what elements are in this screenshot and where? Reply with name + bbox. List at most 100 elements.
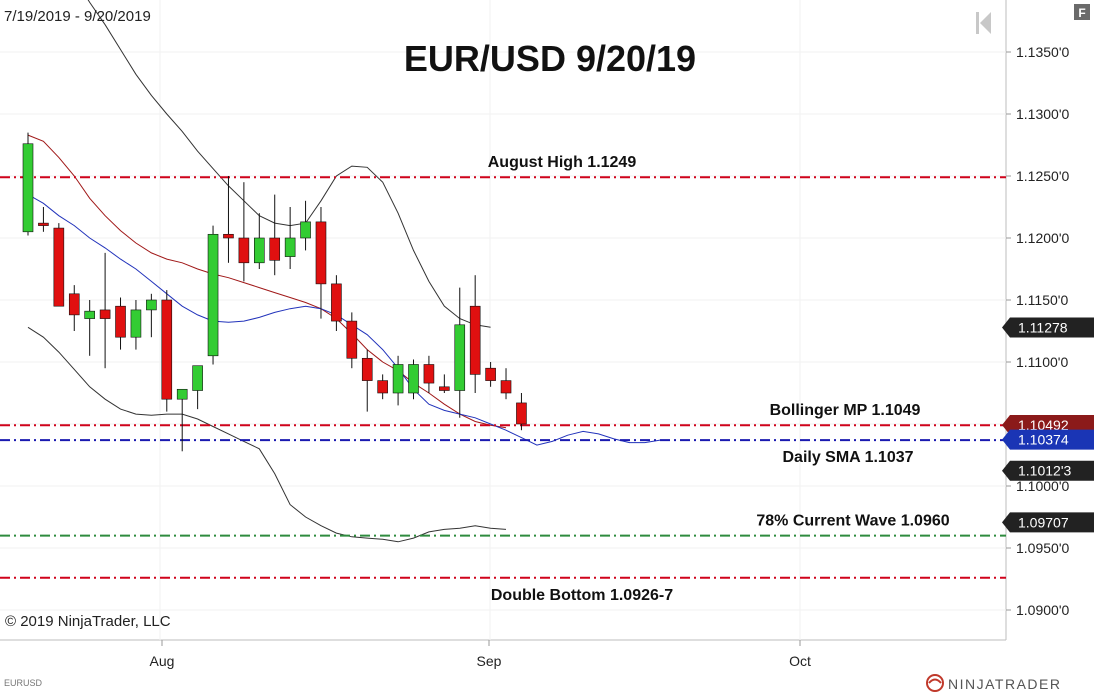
candle-body xyxy=(22,143,34,233)
level-label: 78% Current Wave 1.0960 xyxy=(756,513,949,530)
price-badge: 1.10374 xyxy=(1002,429,1094,450)
candle-body xyxy=(38,222,49,226)
price-badge-shape xyxy=(1002,317,1094,338)
price-badge-text: 1.09707 xyxy=(1018,514,1069,530)
instrument-label: EURUSD xyxy=(4,678,43,688)
candle-body xyxy=(300,221,311,239)
x-tick-label: Sep xyxy=(477,653,502,669)
candle-body xyxy=(361,357,373,381)
candle-body xyxy=(269,237,281,261)
candle xyxy=(331,275,342,331)
price-badge-text: 1.11278 xyxy=(1018,320,1068,336)
candle xyxy=(130,300,142,350)
candle xyxy=(315,207,327,319)
candle xyxy=(439,374,450,393)
candle xyxy=(454,287,466,418)
candle xyxy=(377,374,388,400)
candle-body xyxy=(115,305,126,338)
candle-body xyxy=(146,299,157,311)
candle xyxy=(146,293,157,338)
candle-body xyxy=(454,324,466,391)
candle-body xyxy=(331,283,342,322)
price-badge: 1.1012'3 xyxy=(1002,460,1094,481)
date-range: 7/19/2019 - 9/20/2019 xyxy=(4,8,151,25)
y-tick-label: 1.1150'0 xyxy=(1016,292,1068,308)
candle-body xyxy=(377,380,388,394)
candle-body xyxy=(238,237,250,264)
y-tick-label: 1.1100'0 xyxy=(1016,354,1068,370)
candle xyxy=(392,355,404,406)
candle xyxy=(176,388,188,452)
svg-text:F: F xyxy=(1078,6,1085,20)
candle xyxy=(84,300,95,356)
level-lines: August High 1.1249 Bollinger MP 1.1049 Dai… xyxy=(0,154,1006,604)
candle-body xyxy=(469,305,481,375)
candle-body xyxy=(516,402,527,425)
candle xyxy=(99,252,111,369)
candle xyxy=(361,349,373,412)
candle-body xyxy=(254,237,265,264)
y-tick-label: 1.0900'0 xyxy=(1016,602,1069,618)
price-badge-shape xyxy=(1002,429,1094,450)
candle-body xyxy=(192,365,203,391)
price-badge: 1.09707 xyxy=(1002,512,1094,533)
candle-body xyxy=(68,293,80,316)
candle xyxy=(516,393,527,431)
candle-body xyxy=(346,320,358,359)
scroll-start-icon[interactable] xyxy=(976,12,991,34)
candle-body xyxy=(485,367,496,381)
x-tick-label: Oct xyxy=(789,653,811,669)
chart-title: EUR/USD 9/20/19 xyxy=(404,38,696,79)
candle xyxy=(300,200,311,251)
y-tick-label: 1.0950'0 xyxy=(1016,540,1069,556)
x-axis: Aug Sep Oct xyxy=(150,640,811,669)
y-tick-label: 1.1300'0 xyxy=(1016,106,1069,122)
lower-band-line xyxy=(27,326,507,543)
candle-body xyxy=(99,309,111,319)
y-tick-label: 1.1200'0 xyxy=(1016,230,1069,246)
price-badge: 1.11278 xyxy=(1002,317,1094,338)
candle xyxy=(192,365,203,410)
candles xyxy=(22,132,527,452)
candle-body xyxy=(223,233,234,239)
candle xyxy=(223,176,234,263)
midpoint-ma-line xyxy=(27,134,507,429)
f-button[interactable]: F xyxy=(1074,4,1090,20)
level-label: Double Bottom 1.0926-7 xyxy=(491,587,673,604)
y-tick-label: 1.1000'0 xyxy=(1016,478,1069,494)
price-badge-shape xyxy=(1002,512,1094,533)
candle xyxy=(408,359,419,400)
candle-body xyxy=(500,380,512,394)
candle xyxy=(254,213,265,269)
candle xyxy=(284,207,296,269)
candle-body xyxy=(439,386,450,391)
candle xyxy=(238,182,250,282)
price-badge-text: 1.10374 xyxy=(1018,432,1069,448)
candle xyxy=(469,275,481,393)
candle-body xyxy=(423,364,435,384)
candle xyxy=(269,194,281,276)
candle-body xyxy=(315,221,327,285)
copyright: © 2019 NinjaTrader, LLC xyxy=(5,613,171,630)
candle-body xyxy=(284,237,296,257)
candle xyxy=(115,297,126,350)
candle-body xyxy=(392,364,404,394)
candle xyxy=(22,132,34,236)
y-axis: 1.1350'0 1.1300'0 1.1250'0 1.1200'0 1.1150'0… xyxy=(1006,44,1069,618)
candle xyxy=(68,285,80,331)
candle xyxy=(346,312,358,369)
candle-body xyxy=(207,233,219,357)
x-tick-label: Aug xyxy=(150,653,175,669)
candle xyxy=(485,362,496,387)
candle-body xyxy=(176,388,188,400)
candle-body xyxy=(53,227,65,307)
candle-body xyxy=(408,364,419,394)
candle-body xyxy=(161,299,173,400)
candle xyxy=(207,225,219,365)
candle xyxy=(161,290,173,412)
candle-body xyxy=(84,310,95,319)
price-badge-text: 1.1012'3 xyxy=(1018,463,1071,479)
price-badge-text: 1.10492 xyxy=(1018,417,1069,433)
